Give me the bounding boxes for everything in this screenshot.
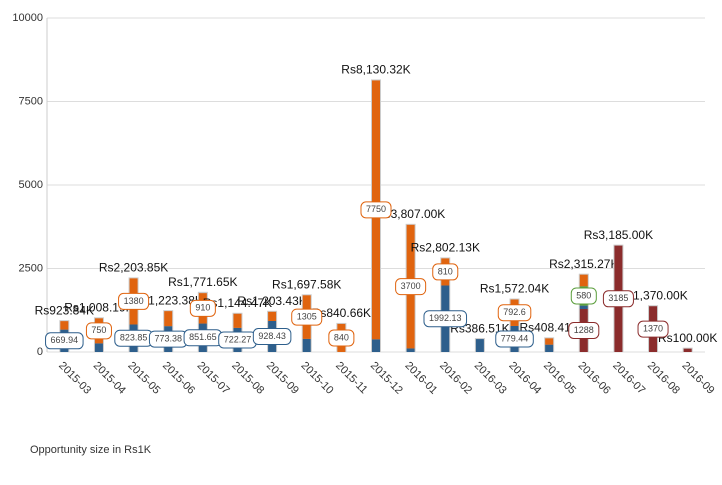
segment-label: 722.27	[219, 332, 257, 348]
x-tick-label: 2015-04	[91, 360, 128, 397]
segment-label: 851.65	[184, 330, 222, 346]
bar-segment	[580, 306, 588, 309]
segment-value: 7750	[366, 204, 386, 214]
segment-label: 1370	[638, 321, 668, 337]
total-label: Rs1,203.43K	[237, 294, 306, 308]
segment-value: 1288	[574, 325, 594, 335]
x-tick-label: 2015-06	[160, 360, 197, 397]
segment-value: 810	[438, 266, 453, 276]
segment-label: 840	[329, 330, 354, 346]
bar-segment	[545, 345, 553, 352]
segment-label: 779.44	[496, 331, 534, 347]
x-tick-label: 2016-02	[437, 360, 474, 397]
segment-value: 910	[195, 303, 210, 313]
bar-segment	[233, 314, 241, 328]
x-tick-label: 2015-12	[368, 360, 405, 397]
bar-segment	[407, 348, 415, 352]
y-tick-label: 2500	[19, 262, 43, 274]
bar-segment	[684, 349, 692, 352]
segment-value: 823.85	[120, 333, 148, 343]
x-tick-label: 2015-08	[229, 360, 266, 397]
segment-label: 910	[190, 300, 215, 316]
bar-segment	[580, 275, 588, 287]
x-tick-label: 2015-09	[264, 360, 301, 397]
segment-label: 7750	[361, 202, 391, 218]
segment-label: 750	[86, 323, 111, 339]
total-label: Rs2,315.27K	[549, 257, 618, 271]
segment-label: 773.38	[149, 331, 187, 347]
segment-label: 669.94	[46, 333, 84, 349]
x-tick-label: 2016-05	[541, 360, 578, 397]
bar-segment	[545, 338, 553, 344]
segment-value: 851.65	[189, 332, 217, 342]
segment-value: 750	[91, 325, 106, 335]
segment-label: 1305	[292, 309, 322, 325]
segment-value: 3700	[401, 281, 421, 291]
x-tick-label: 2015-07	[195, 360, 232, 397]
segment-value: 1380	[124, 296, 144, 306]
x-tick-label: 2016-04	[506, 360, 543, 397]
x-tick-label: 2016-03	[472, 360, 509, 397]
segment-value: 3185	[608, 293, 628, 303]
segment-value: 722.27	[224, 334, 252, 344]
segment-value: 773.38	[154, 333, 182, 343]
total-label: Rs1,697.58K	[272, 277, 341, 291]
x-tick-label: 2016-07	[610, 360, 647, 397]
segment-label: 792.6	[498, 305, 531, 321]
total-label: Rs8,130.32K	[341, 63, 410, 77]
x-tick-label: 2015-10	[299, 360, 336, 397]
x-tick-label: 2016-01	[402, 360, 439, 397]
bar-segment	[60, 321, 68, 329]
segment-label: 1992.13	[424, 311, 467, 327]
segment-label: 1288	[569, 322, 599, 338]
bar-segment	[372, 339, 380, 352]
bar-segment	[476, 339, 484, 352]
y-tick-label: 7500	[19, 95, 43, 107]
segment-label: 580	[571, 288, 596, 304]
total-label: Rs1,572.04K	[480, 282, 549, 296]
segment-value: 580	[576, 290, 591, 300]
total-label: Rs3,185.00K	[584, 228, 653, 242]
y-tick-label: 5000	[19, 179, 43, 191]
x-tick-label: 2016-06	[576, 360, 613, 397]
x-tick-label: 2015-05	[125, 360, 162, 397]
total-label: Rs2,203.85K	[99, 261, 168, 275]
segment-label: 3700	[396, 279, 426, 295]
total-label: Rs2,802.13K	[411, 241, 480, 255]
segment-value: 792.6	[503, 307, 526, 317]
segment-value: 779.44	[501, 333, 529, 343]
segment-label: 823.85	[115, 330, 153, 346]
segment-label: 3185	[603, 291, 633, 307]
segment-value: 928.43	[258, 331, 286, 341]
segment-value: 1305	[297, 311, 317, 321]
segment-value: 1992.13	[429, 313, 462, 323]
y-tick-label: 10000	[12, 12, 43, 24]
segment-label: 810	[433, 264, 458, 280]
bar-segment	[164, 311, 172, 326]
segment-value: 1370	[643, 323, 663, 333]
bar-segment	[303, 339, 311, 352]
bar-segment	[268, 312, 276, 321]
x-tick-label: 2015-03	[56, 360, 93, 397]
x-tick-label: 2016-09	[680, 360, 717, 397]
y-tick-label: 0	[37, 346, 43, 358]
x-tick-label: 2016-08	[645, 360, 682, 397]
total-label: Rs1,771.65K	[168, 275, 237, 289]
segment-label: 1380	[119, 293, 149, 309]
bar-segment	[95, 343, 103, 352]
footnote: Opportunity size in Rs1K	[30, 444, 152, 456]
segment-value: 669.94	[51, 335, 79, 345]
x-tick-label: 2015-11	[333, 360, 369, 396]
segment-value: 840	[334, 332, 349, 342]
segment-label: 928.43	[253, 328, 291, 344]
